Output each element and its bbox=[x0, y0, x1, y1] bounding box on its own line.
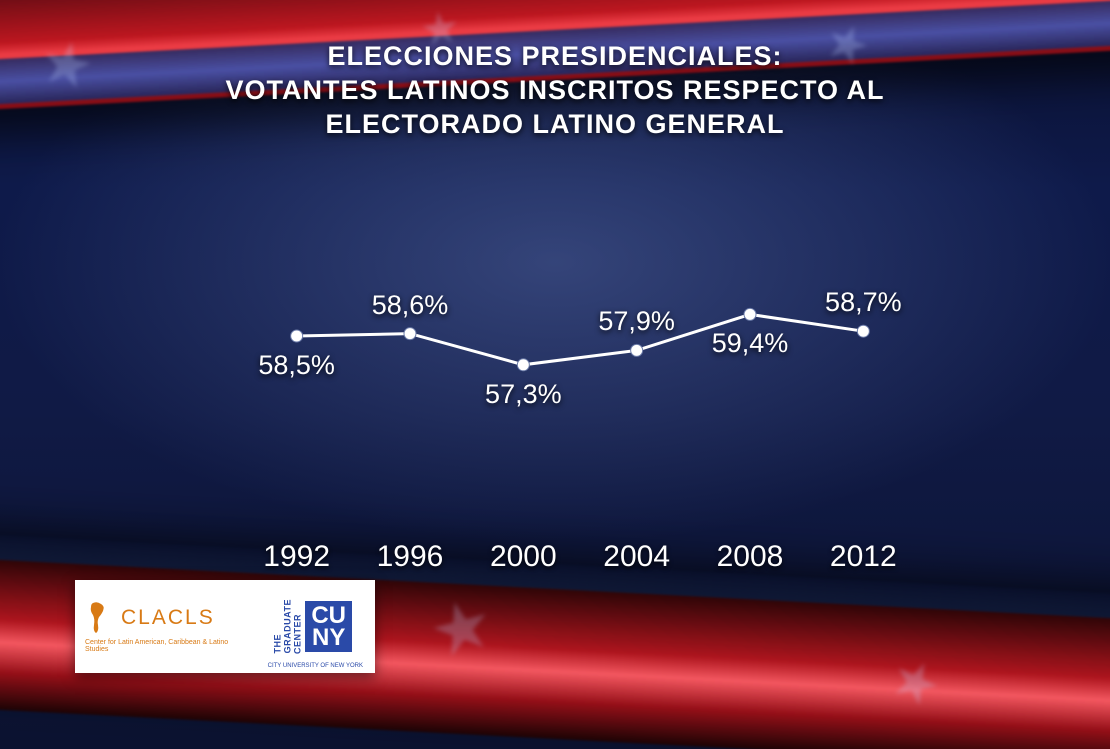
x-tick: 1992 bbox=[240, 540, 353, 574]
chart-svg bbox=[240, 180, 920, 540]
x-tick: 2000 bbox=[467, 540, 580, 574]
title-line-3: ELECTORADO LATINO GENERAL bbox=[0, 108, 1110, 142]
line-chart bbox=[240, 180, 920, 540]
chart-title: ELECCIONES PRESIDENCIALES: VOTANTES LATI… bbox=[0, 40, 1110, 141]
cuny-subtitle: CITY UNIVERSITY OF NEW YORK bbox=[268, 663, 363, 669]
data-point bbox=[291, 330, 303, 342]
x-tick: 2012 bbox=[807, 540, 920, 574]
cuny-graduate-center: THEGRADUATECENTER bbox=[274, 599, 304, 653]
data-label: 57,9% bbox=[598, 306, 675, 337]
data-label: 58,6% bbox=[372, 290, 449, 321]
x-tick: 1996 bbox=[353, 540, 466, 574]
x-tick: 2008 bbox=[693, 540, 806, 574]
x-tick: 2004 bbox=[580, 540, 693, 574]
data-point bbox=[631, 344, 643, 356]
clacls-name: CLACLS bbox=[121, 606, 215, 630]
cuny-logo: THEGRADUATECENTER CUNY CITY UNIVERSITY O… bbox=[251, 580, 375, 673]
data-label: 59,4% bbox=[712, 328, 789, 359]
title-line-2: VOTANTES LATINOS INSCRITOS RESPECTO AL bbox=[0, 74, 1110, 108]
americas-map-icon bbox=[85, 601, 115, 635]
data-point bbox=[404, 328, 416, 340]
data-point bbox=[857, 325, 869, 337]
clacls-subtitle: Center for Latin American, Caribbean & L… bbox=[85, 639, 247, 653]
data-label: 58,7% bbox=[825, 287, 902, 318]
x-axis: 199219962000200420082012 bbox=[240, 540, 920, 574]
title-line-1: ELECCIONES PRESIDENCIALES: bbox=[0, 40, 1110, 74]
data-point bbox=[744, 308, 756, 320]
broadcast-graphic: ★ ★ ★ ★ ★ ELECCIONES PRESIDENCIALES: VOT… bbox=[0, 0, 1110, 749]
cuny-block: CUNY bbox=[305, 601, 352, 652]
source-logo-box: CLACLS Center for Latin American, Caribb… bbox=[75, 580, 375, 673]
data-label: 58,5% bbox=[258, 350, 335, 381]
data-label: 57,3% bbox=[485, 379, 562, 410]
data-point bbox=[517, 359, 529, 371]
clacls-logo: CLACLS Center for Latin American, Caribb… bbox=[75, 595, 251, 659]
